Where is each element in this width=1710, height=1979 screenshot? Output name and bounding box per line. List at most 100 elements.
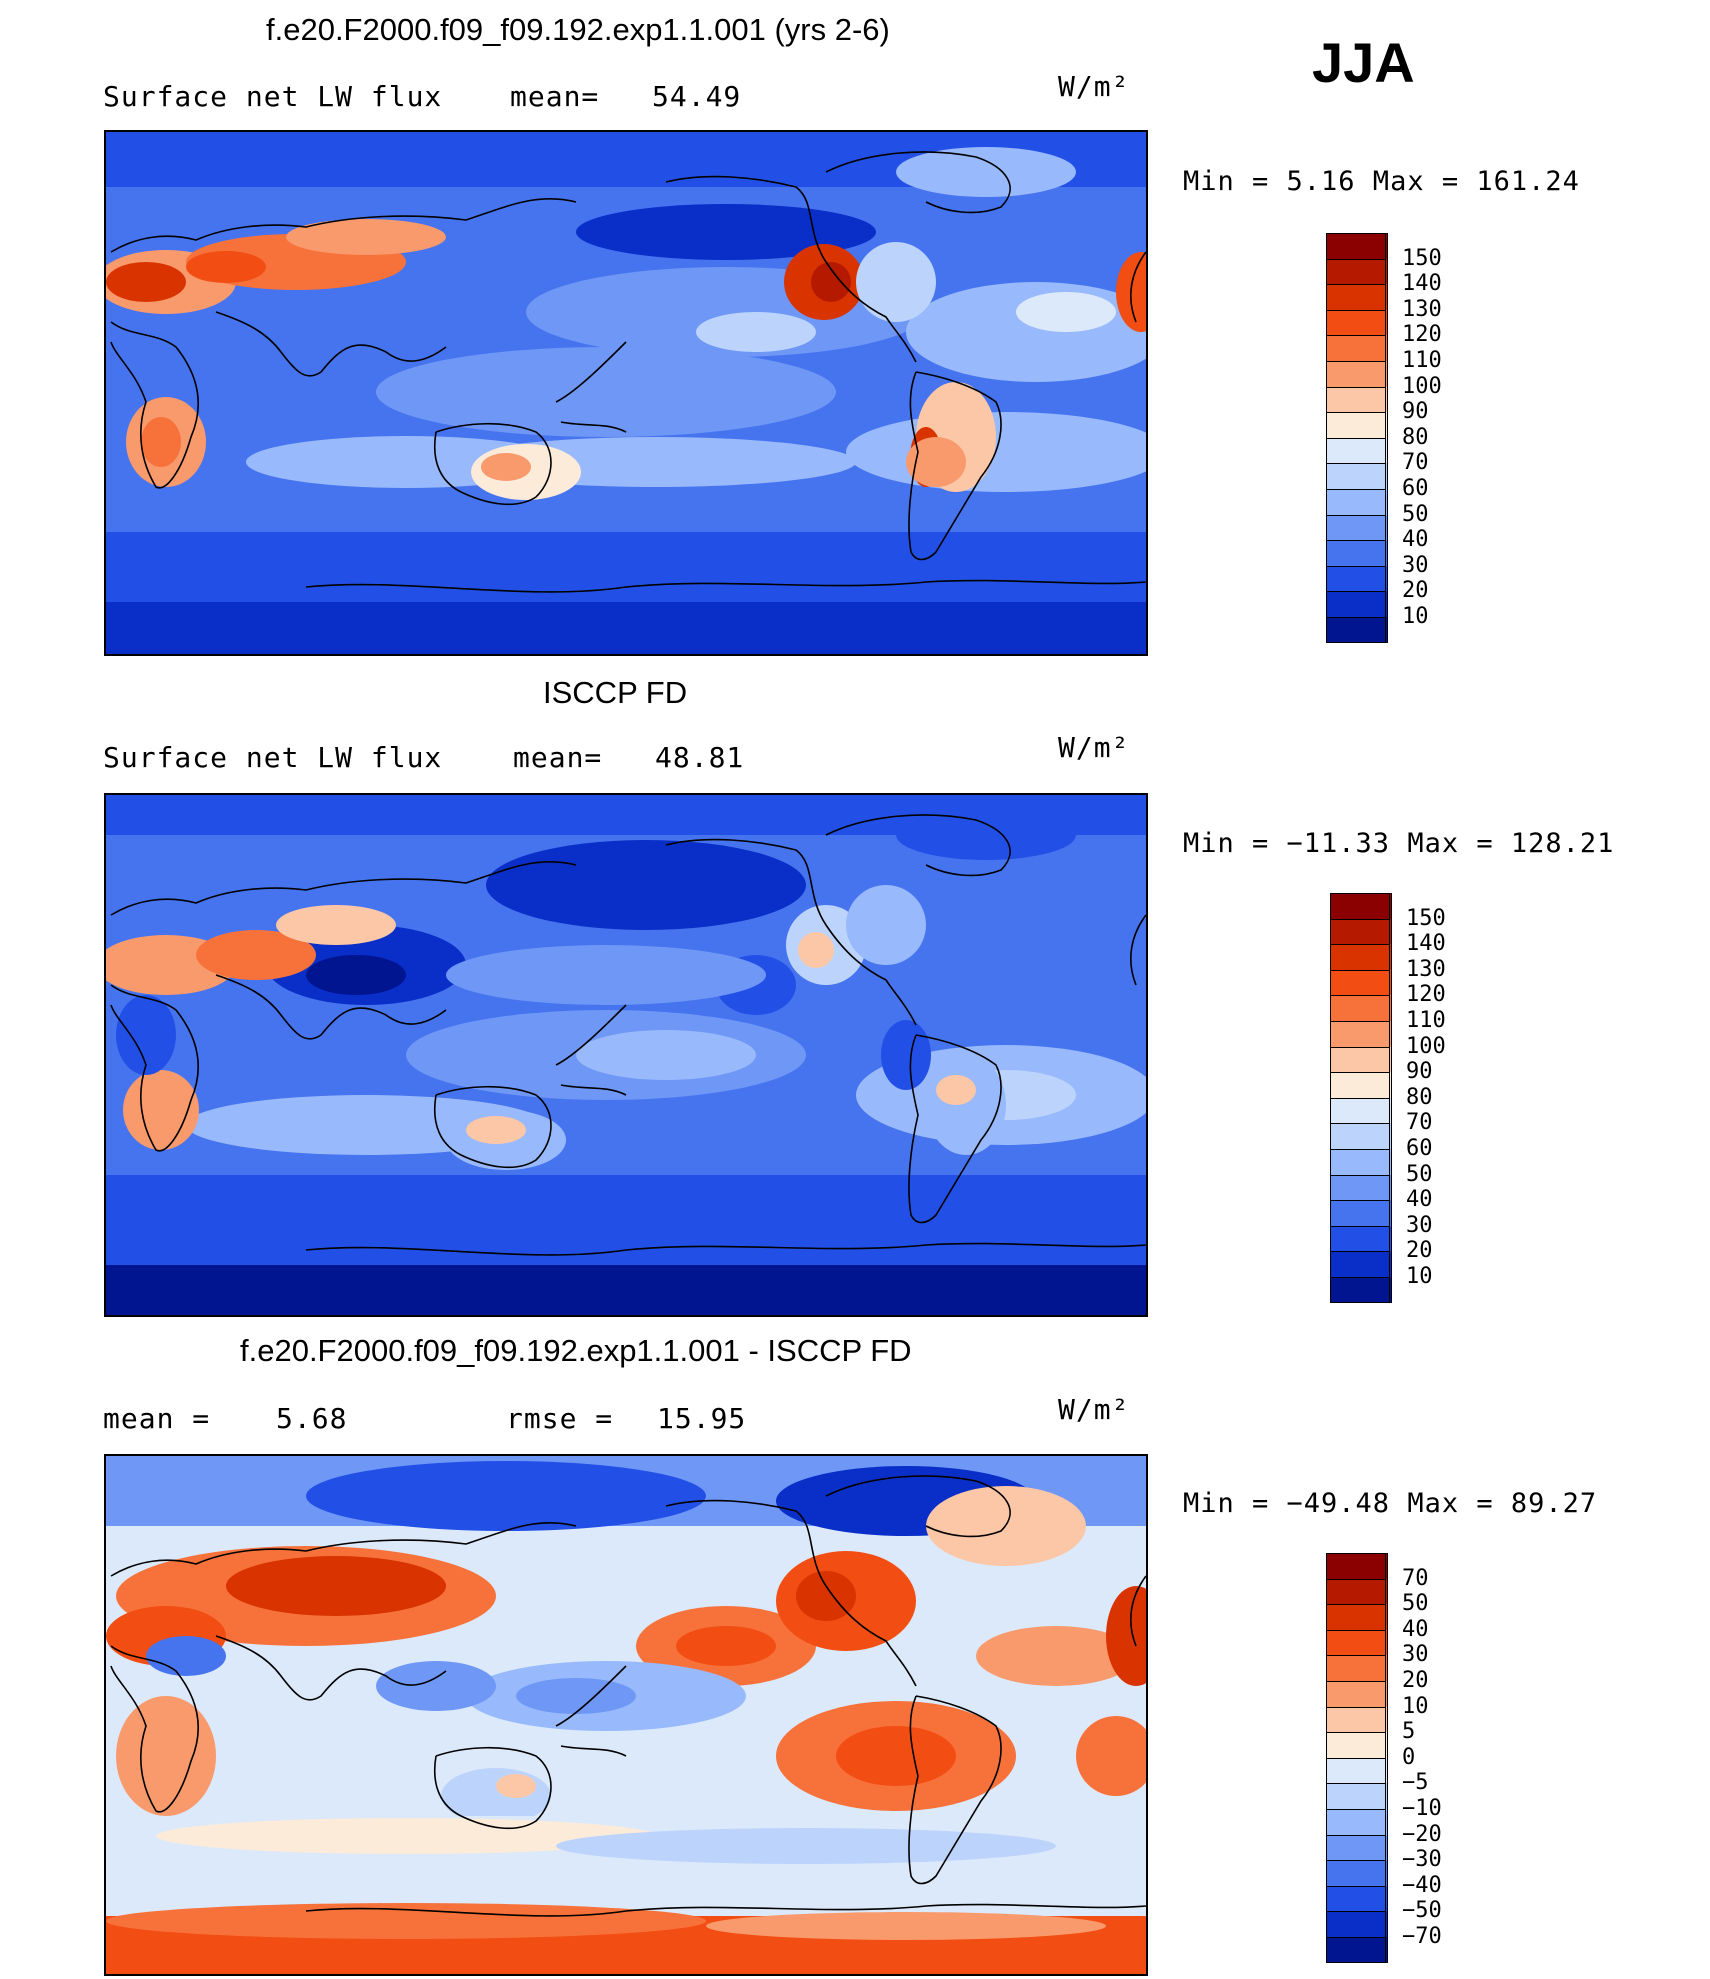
panel-3-units: W/m² [1058, 1393, 1130, 1426]
colorbar-swatch [1326, 1834, 1388, 1861]
colorbar-label: 80 [1406, 1084, 1433, 1110]
colorbar-swatch [1330, 1174, 1392, 1201]
panel-3-mean-value: 5.68 [276, 1402, 348, 1435]
colorbar-tick [1326, 284, 1386, 286]
colorbar-tick [1326, 361, 1386, 362]
colorbar-tick [1330, 918, 1390, 920]
colorbar-label: −40 [1402, 1872, 1442, 1898]
colorbar-swatch [1326, 514, 1388, 541]
panel-2-mean-label: mean= [513, 741, 603, 774]
colorbar-tick [1326, 386, 1386, 388]
colorbar-swatch [1326, 540, 1388, 566]
colorbar-label: 130 [1402, 296, 1442, 322]
colorbar-tick [1326, 1937, 1386, 1938]
colorbar-tick [1326, 1732, 1386, 1734]
colorbar-label: 80 [1402, 424, 1429, 450]
colorbar-swatch [1326, 1860, 1388, 1886]
colorbar-tick [1326, 1578, 1386, 1580]
colorbar-label: 30 [1406, 1212, 1433, 1238]
colorbar-tick [1326, 437, 1386, 439]
colorbar-label: 60 [1402, 476, 1429, 501]
colorbar-label: 30 [1402, 1642, 1429, 1668]
colorbar-swatch [1326, 1809, 1388, 1835]
colorbar-swatch [1326, 1655, 1388, 1681]
colorbar-tick [1326, 1655, 1386, 1657]
colorbar-label: 10 [1406, 1264, 1433, 1289]
colorbar-tick [1330, 944, 1390, 946]
colorbar-label: 70 [1406, 1110, 1433, 1136]
panel-2-variable-label: Surface net LW flux [103, 741, 443, 774]
colorbar-label: 10 [1402, 1693, 1429, 1719]
colorbar-tick [1326, 335, 1386, 337]
panel-3-field [106, 1456, 1146, 1974]
colorbar-label: 30 [1402, 552, 1429, 578]
colorbar-label: 50 [1402, 501, 1429, 527]
colorbar-label: −70 [1402, 1924, 1442, 1949]
colorbar-tick [1330, 995, 1390, 997]
colorbar-label: 140 [1402, 271, 1442, 297]
colorbar-swatch [1330, 1123, 1392, 1149]
colorbar-swatch [1326, 1757, 1388, 1784]
colorbar-swatch [1326, 1553, 1388, 1579]
colorbar-tick [1326, 1681, 1386, 1682]
colorbar-tick [1326, 489, 1386, 490]
colorbar-swatch [1330, 1251, 1392, 1277]
colorbar-label: 140 [1406, 931, 1446, 957]
colorbar-label: −10 [1402, 1796, 1442, 1821]
panel-2-mean-value: 48.81 [655, 741, 745, 774]
colorbar-tick [1330, 1277, 1390, 1278]
colorbar-tick [1326, 565, 1386, 567]
season-label: JJA [1312, 31, 1415, 94]
colorbar-label: −30 [1402, 1847, 1442, 1873]
panel-2-min-max: Min = −11.33 Max = 128.21 [1183, 828, 1615, 859]
colorbar-label: 20 [1406, 1238, 1433, 1264]
colorbar-swatch [1326, 1885, 1388, 1912]
colorbar-label: 70 [1402, 1565, 1429, 1591]
colorbar-swatch [1326, 437, 1388, 464]
panel-2-field [106, 795, 1146, 1315]
colorbar-label: 60 [1406, 1136, 1433, 1161]
panel-1-mean-value: 54.49 [652, 80, 742, 113]
panel-3-rmse-value: 15.95 [657, 1402, 747, 1435]
colorbar-swatch [1326, 1578, 1388, 1605]
colorbar-swatch [1326, 489, 1388, 515]
colorbar-tick [1330, 1046, 1390, 1048]
colorbar-label: −50 [1402, 1898, 1442, 1924]
colorbar-swatch [1326, 617, 1388, 643]
panel-1-min-max: Min = 5.16 Max = 161.24 [1183, 166, 1580, 197]
panel-1-title: f.e20.F2000.f09_f09.192.exp1.1.001 (yrs … [266, 12, 890, 47]
colorbar-tick [1330, 1021, 1390, 1022]
colorbar-label: 5 [1402, 1719, 1416, 1745]
panel-3-map [104, 1454, 1148, 1976]
panel-3-min-max: Min = −49.48 Max = 89.27 [1183, 1488, 1598, 1519]
colorbar-label: −5 [1402, 1770, 1429, 1796]
colorbar-tick [1326, 1860, 1386, 1862]
colorbar-tick [1326, 540, 1386, 542]
colorbar-swatch [1326, 233, 1388, 259]
colorbar-tick [1326, 591, 1386, 593]
colorbar-tick [1330, 1174, 1390, 1176]
colorbar-tick [1326, 258, 1386, 260]
colorbar-tick [1330, 1200, 1390, 1202]
colorbar-label: 20 [1402, 1668, 1429, 1693]
colorbar-swatch [1326, 309, 1388, 336]
colorbar-tick [1326, 1757, 1386, 1759]
colorbar-label: 40 [1402, 527, 1429, 553]
panel-3-mean-label: mean = [103, 1402, 211, 1435]
colorbar-label: 50 [1406, 1161, 1433, 1187]
panel-3-colorbar: 70 50 40 30 20 10 5 0 −5 −10 −20 −30 −40 −50 −70 [1326, 1553, 1466, 1963]
colorbar-swatch [1330, 1149, 1392, 1175]
colorbar-label: 150 [1406, 905, 1446, 931]
colorbar-tick [1326, 1911, 1386, 1913]
colorbar-swatch [1326, 1706, 1388, 1733]
colorbar-swatch [1326, 1911, 1388, 1937]
panel-3-title: f.e20.F2000.f09_f09.192.exp1.1.001 - ISC… [240, 1333, 912, 1368]
colorbar-label: 90 [1406, 1059, 1433, 1085]
colorbar-tick [1326, 1604, 1386, 1606]
panel-1-map [104, 130, 1148, 656]
panel-1-field [106, 132, 1146, 654]
colorbar-tick [1326, 1834, 1386, 1836]
colorbar-tick [1326, 412, 1386, 414]
colorbar-label: 100 [1406, 1033, 1446, 1059]
colorbar-label: 110 [1402, 348, 1442, 373]
